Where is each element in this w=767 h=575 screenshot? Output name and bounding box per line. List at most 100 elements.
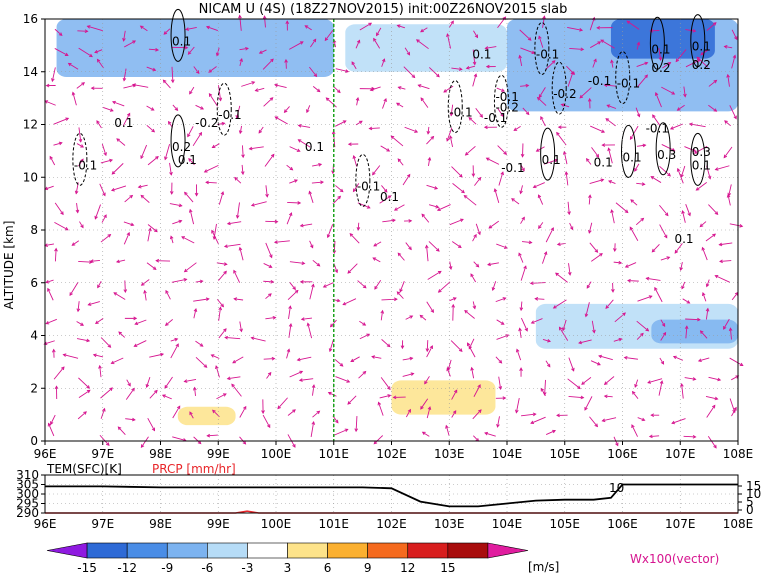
wind-vector [171, 66, 174, 83]
vector-scale-label: Wx100(vector) [630, 552, 719, 566]
wind-vector-head [238, 246, 243, 251]
wind-vector-head [372, 257, 377, 261]
wind-vector-head [248, 146, 253, 151]
wind-vector [122, 113, 131, 126]
wind-vector [349, 233, 360, 244]
wind-vector-head [645, 276, 650, 281]
wind-vector-head [556, 413, 560, 418]
contour-label: 0.1 [114, 116, 133, 130]
wind-vector [284, 106, 290, 113]
wind-vector [274, 240, 290, 243]
wind-vector [427, 126, 430, 134]
wind-vector-head [623, 355, 628, 360]
wind-vector-head [336, 89, 341, 94]
colorbar-swatch [126, 542, 168, 559]
wind-vector [146, 66, 156, 71]
colorbar-label: 3 [284, 561, 292, 575]
wind-vector-head [339, 363, 344, 367]
wind-vector-head [297, 139, 302, 143]
wind-vector [636, 320, 649, 332]
wind-vector-head [240, 171, 245, 176]
wind-vector-head [155, 47, 160, 52]
wind-vector [227, 376, 241, 380]
wind-vector-head [519, 367, 523, 371]
wind-vector-head [134, 321, 139, 326]
wind-vector [591, 253, 603, 262]
wind-vector [723, 146, 733, 158]
wind-vector [117, 426, 126, 435]
wind-vector-head [538, 94, 543, 99]
wind-vector [727, 194, 731, 206]
wind-vector-head [471, 173, 476, 178]
wind-vector-head [587, 97, 592, 102]
wind-vector-head [245, 46, 249, 51]
wind-vector [265, 242, 273, 258]
wind-vector-head [111, 170, 116, 175]
colorbar-label: -12 [117, 561, 137, 575]
wind-vector [428, 241, 440, 252]
wind-vector-head [681, 285, 685, 290]
wind-vector-head [199, 343, 204, 347]
wind-vector-head [530, 320, 535, 324]
wind-vector [450, 104, 454, 116]
sub-left-tick-label: 310 [16, 468, 39, 482]
wind-vector [111, 163, 124, 175]
wind-vector [495, 356, 502, 364]
wind-vector [94, 204, 101, 219]
contour-label: -0.1 [357, 179, 380, 193]
wind-vector-head [618, 337, 623, 342]
wind-vector [715, 275, 730, 283]
wind-vector [404, 126, 418, 133]
wind-vector [404, 47, 410, 56]
wind-vector-head [688, 122, 693, 127]
wind-vector [592, 59, 597, 68]
wind-vector [426, 184, 438, 190]
wind-vector [519, 29, 532, 41]
wind-vector-head [61, 366, 65, 371]
wind-vector [473, 435, 479, 442]
wind-vector [351, 61, 357, 70]
wind-vector-head [339, 188, 344, 193]
wind-vector [428, 204, 439, 208]
wind-vector-head [64, 52, 69, 56]
contour-label: -0.1 [218, 108, 241, 122]
contour-line [170, 114, 186, 168]
shaded-region-0 [56, 19, 334, 78]
wind-vector [652, 114, 661, 127]
wind-vector-head [254, 88, 259, 92]
contour-label: 0.3 [657, 148, 676, 162]
wind-vector-head [183, 277, 188, 282]
surface-annotation: 10 [609, 481, 624, 495]
wind-vector-head [408, 219, 413, 223]
wind-vector-head [407, 408, 411, 413]
wind-vector-head [464, 151, 469, 156]
wind-vector-head [116, 138, 120, 142]
wind-vector-head [561, 327, 566, 332]
wind-vector-head [285, 20, 290, 25]
wind-vector [264, 16, 266, 28]
wind-vector [496, 243, 508, 249]
wind-vector [355, 40, 360, 49]
wind-vector-head [205, 180, 209, 185]
wind-vector [521, 413, 536, 417]
wind-vector [630, 199, 638, 206]
wind-vector [586, 158, 592, 165]
wind-vector [637, 417, 645, 421]
wind-vector-head [449, 112, 454, 117]
wind-vector-head [596, 362, 601, 366]
wind-vector-head [178, 219, 183, 224]
wind-vector-head [336, 298, 341, 303]
wind-vector-head [109, 158, 114, 163]
wind-vector-head [445, 424, 449, 429]
wind-vector [134, 319, 147, 325]
wind-vector-head [576, 385, 581, 390]
wind-vector [111, 357, 124, 364]
wind-vector [289, 146, 300, 152]
wind-vector-head [215, 52, 220, 57]
wind-vector-head [239, 328, 243, 333]
wind-vector [334, 359, 344, 367]
wind-vector-head [406, 173, 411, 178]
wind-vector [77, 301, 80, 312]
wind-vector [289, 41, 304, 50]
